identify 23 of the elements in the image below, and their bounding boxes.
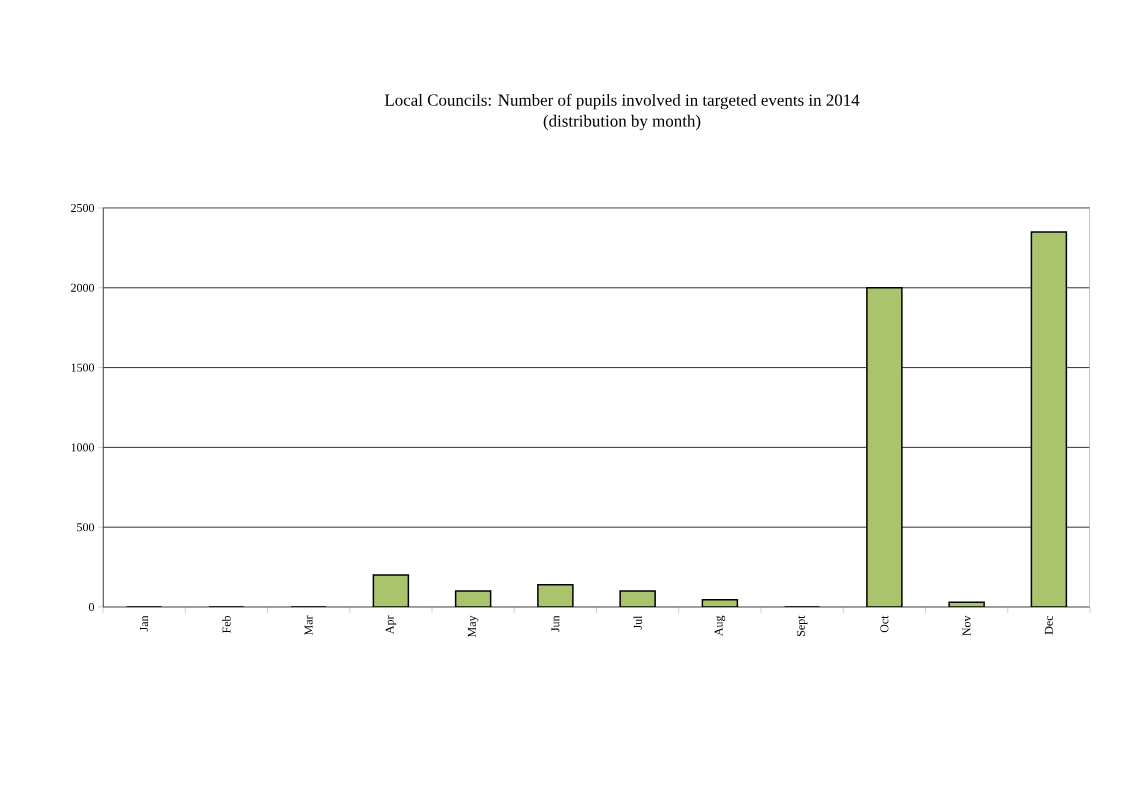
x-tick-label: Jan — [140, 615, 149, 632]
x-tick-label: Apr — [385, 615, 397, 634]
chart-subtitle: (distribution by month) — [543, 114, 701, 131]
bar — [372, 574, 410, 607]
x-tick-label: Jun — [551, 615, 560, 632]
x-tick-label: Mar — [304, 615, 313, 636]
x-tick-label: Aug — [714, 615, 726, 636]
chart-title: Local Councils: Number of pupils involved in targeted events in 2014 — [384, 93, 860, 110]
x-tick-label: Jul — [633, 615, 642, 630]
y-tick-label: 500 — [77, 523, 95, 532]
bar — [866, 287, 903, 607]
y-tick-label: 1000 — [71, 443, 95, 452]
bar — [1030, 231, 1068, 607]
x-tick-label: Dec — [1044, 615, 1053, 635]
x-tick-label: Sept — [796, 615, 808, 636]
x-tick-label: May — [467, 615, 479, 638]
x-tick-label: Nov — [962, 615, 971, 636]
x-tick-label: Feb — [222, 615, 231, 634]
y-tick-label: 2000 — [71, 283, 95, 292]
y-tick-label: 0 — [88, 602, 95, 612]
x-tick-label: Oct — [880, 615, 889, 633]
y-tick-label: 2500 — [71, 203, 95, 213]
y-tick-label: 1500 — [71, 363, 95, 372]
